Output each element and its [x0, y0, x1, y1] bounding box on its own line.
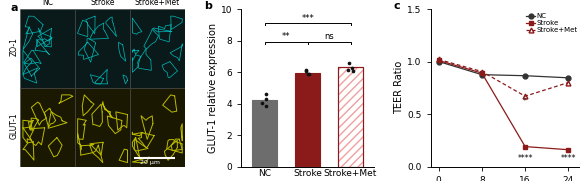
Bar: [338, 67, 363, 167]
Point: [343, 68, 353, 71]
Line: Stroke: Stroke: [436, 58, 571, 152]
NC: [565, 77, 572, 79]
Point: [349, 70, 358, 73]
Point: [303, 73, 312, 76]
Bar: [130, 88, 185, 167]
Text: ***: ***: [301, 14, 314, 23]
Text: a: a: [11, 3, 18, 13]
Y-axis label: GLUT-1 relative expression: GLUT-1 relative expression: [208, 23, 218, 153]
Text: GLUT-1: GLUT-1: [10, 112, 19, 139]
NC: [479, 74, 486, 76]
Stroke: [522, 146, 529, 148]
Bar: [130, 9, 185, 88]
Text: b: b: [204, 1, 212, 11]
Point: [344, 62, 353, 65]
Point: [305, 72, 314, 75]
Text: **: **: [282, 32, 290, 41]
Text: Stroke+Met: Stroke+Met: [135, 0, 180, 7]
Bar: [20, 9, 75, 88]
Stroke: [565, 149, 572, 151]
Text: ZO-1: ZO-1: [10, 37, 19, 56]
Bar: [75, 88, 130, 167]
Stroke: [479, 72, 486, 74]
Text: ****: ****: [517, 154, 533, 163]
Y-axis label: TEER Ratio: TEER Ratio: [394, 61, 404, 114]
Bar: [338, 67, 363, 167]
Text: 20 μm: 20 μm: [140, 160, 160, 165]
NC: [435, 60, 442, 63]
Stroke+Met: [522, 95, 529, 97]
Stroke+Met: [435, 58, 442, 60]
Line: NC: NC: [436, 59, 571, 80]
Text: *: *: [523, 97, 527, 106]
Point: [261, 104, 270, 107]
Line: Stroke+Met: Stroke+Met: [436, 57, 571, 99]
Point: [347, 67, 356, 70]
Text: ns: ns: [324, 32, 334, 41]
Text: NC: NC: [42, 0, 53, 7]
Point: [257, 101, 267, 104]
Bar: [295, 73, 320, 167]
Text: ****: ****: [560, 154, 576, 163]
NC: [522, 75, 529, 77]
Text: Stroke: Stroke: [90, 0, 115, 7]
Bar: [20, 88, 75, 167]
Point: [261, 97, 271, 100]
Bar: [252, 100, 277, 167]
Point: [301, 68, 311, 71]
Stroke: [435, 59, 442, 62]
Bar: [75, 9, 130, 88]
Stroke+Met: [565, 81, 572, 84]
Text: c: c: [394, 1, 400, 11]
Point: [301, 70, 311, 73]
Point: [261, 93, 271, 96]
Stroke+Met: [479, 70, 486, 73]
Bar: [338, 67, 363, 167]
Legend: NC, Stroke, Stroke+Met: NC, Stroke, Stroke+Met: [526, 12, 579, 34]
